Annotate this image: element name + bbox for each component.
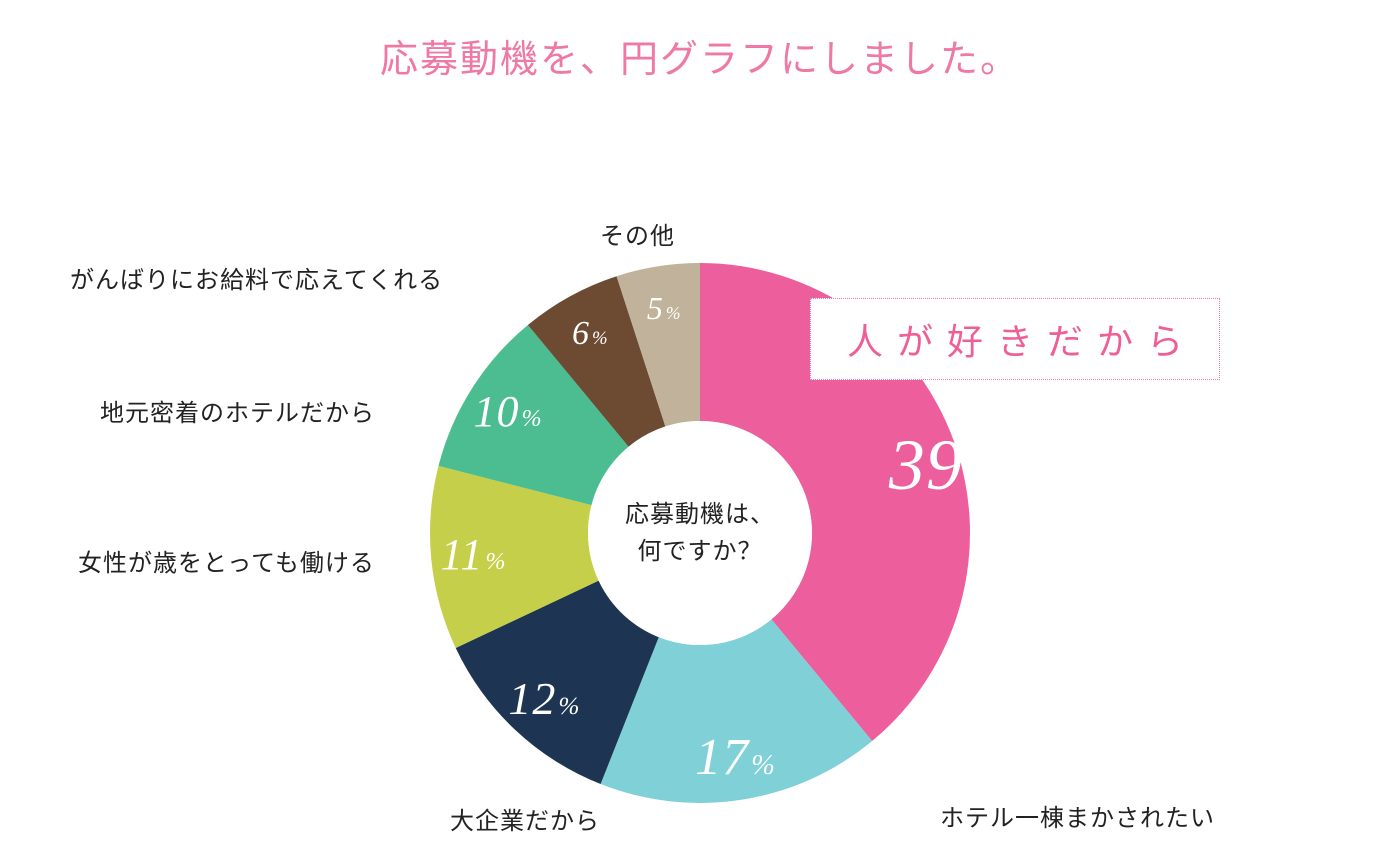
slice-label: その他 [600,216,675,251]
center-label-line2: 何ですか？ [638,538,763,565]
slice-label: がんばりにお給料で応えてくれる [70,260,443,295]
chart-stage: 応募動機は、 何ですか？ 39% 人が好きだから 17% ホテル一棟まかされたい 12%… [0,83,1400,854]
slice-percent: 11% [441,529,507,580]
slice-label: ホテル一棟まかされたい [940,798,1215,833]
slice-percent: 5% [647,290,682,327]
chart-title: 応募動機を、円グラフにしました。 [0,28,1400,83]
slice-label: 大企業だから [450,801,600,836]
slice-percent: 10% [474,386,543,437]
slice-label: 女性が歳をとっても働ける [78,543,375,578]
slice-percent: 6% [572,315,609,353]
slice-percent: 12% [508,672,580,725]
center-label-line1: 応募動機は、 [625,501,775,528]
slice-percent: 39% [889,424,999,507]
donut-center-label: 応募動機は、 何ですか？ [625,496,775,570]
slice-label: 地元密着のホテルだから [100,393,375,428]
highlight-label: 人が好きだから [810,298,1220,380]
slice-percent: 17% [695,728,776,787]
